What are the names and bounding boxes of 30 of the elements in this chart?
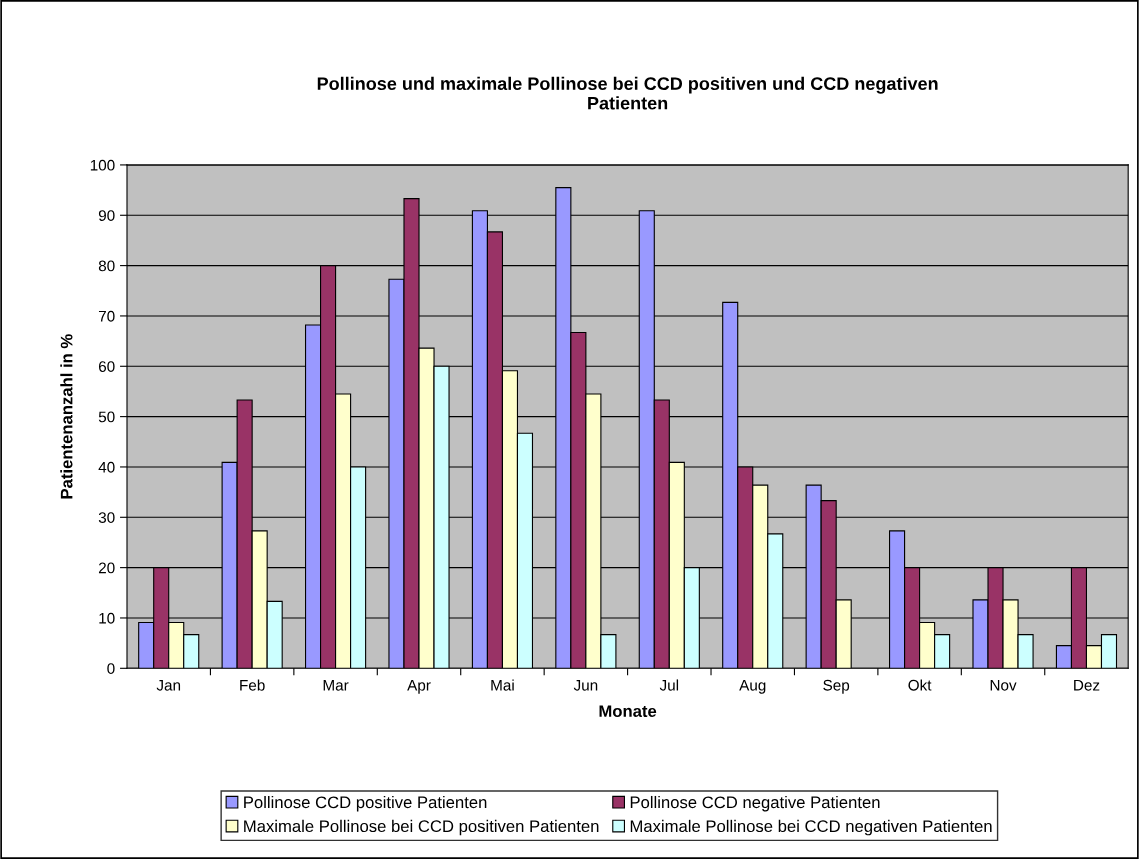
x-tick-label: Nov [990,679,1017,691]
y-tick-label: 80 [98,260,115,272]
y-tick-label: 0 [107,663,115,674]
x-tick-label: Jun [573,679,598,691]
x-tick-label: Sep [823,679,850,694]
x-tick-label: Jul [659,679,679,691]
y-tick-label: 50 [98,411,115,423]
x-axis-title: Monate [599,705,657,718]
x-tick-label: Jan [156,679,181,691]
legend-label: Maximale Pollinose bei CCD negativen Patienten [630,819,992,836]
x-tick-label: Mai [491,679,514,691]
x-tick-label: Dez [1074,679,1100,691]
chart-title: Pollinose und maximale Pollinose bei CCD positiven und CCD negativen Patienten [317,76,938,110]
y-tick-label: 30 [98,512,115,523]
y-tick-label: 40 [98,461,115,473]
y-axis-title: Patientenanzahl in % [60,334,73,499]
x-tick-label: Apr [407,679,431,694]
y-tick-label: 90 [98,210,115,221]
y-tick-label: 10 [99,612,115,624]
y-tick-label: 70 [98,310,115,322]
legend-label: Pollinose CCD positive Patienten [244,795,487,812]
x-tick-label: Okt [908,679,932,691]
legend-label: Maximale Pollinose bei CCD positiven Patienten [244,819,599,836]
x-tick-label: Mar [323,679,349,691]
y-tick-label: 100 [90,159,115,171]
x-tick-label: Aug [739,679,766,694]
y-tick-label: 20 [98,562,115,574]
legend-label: Pollinose CCD negative Patienten [630,795,880,812]
y-tick-label: 60 [98,361,115,372]
x-tick-label: Feb [240,679,265,691]
